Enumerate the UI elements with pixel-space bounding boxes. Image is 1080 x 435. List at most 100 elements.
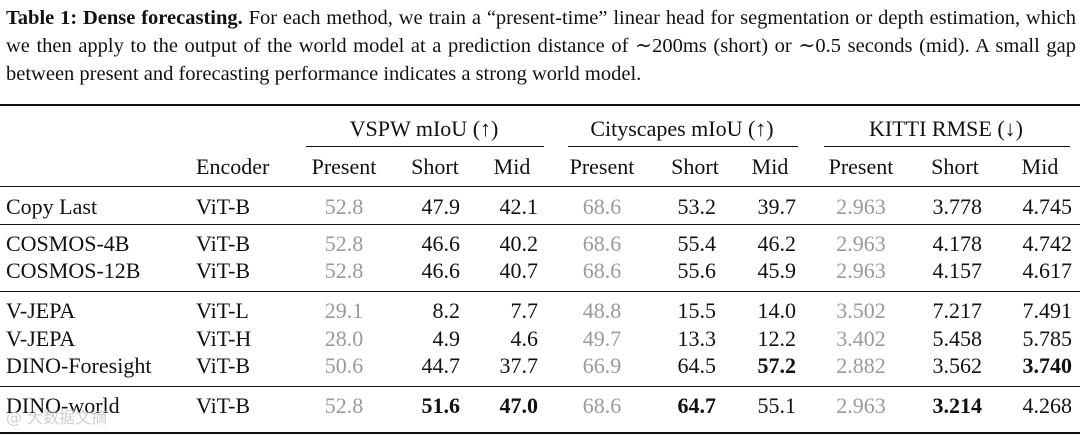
table-cell: 44.7 (421, 353, 461, 378)
table-cell: 7.217 (932, 298, 983, 323)
table-cell: 64.5 (677, 353, 717, 378)
group-rule-3 (0, 386, 1080, 387)
table-cell: 4.742 (1022, 231, 1073, 256)
table-cell: 68.6 (582, 393, 622, 418)
group-header: VSPW mIoU (↑) (349, 116, 499, 141)
column-header: Mid (493, 154, 531, 179)
table-cell: 5.458 (932, 326, 983, 351)
table-cell: 45.9 (757, 258, 797, 283)
table-cell: 52.8 (324, 194, 364, 219)
method-name: DINO-Foresight (6, 353, 152, 378)
watermark: @ 大数据文摘 (6, 408, 108, 427)
table-cell: 4.157 (932, 258, 983, 283)
table-cell: 7.7 (510, 298, 539, 323)
table-cell: 3.402 (836, 326, 886, 351)
table-cell: 15.5 (677, 298, 717, 323)
table-cell: 52.8 (324, 258, 364, 283)
encoder-name: ViT-B (196, 258, 251, 283)
encoder-name: ViT-B (196, 353, 251, 378)
table-cell: 2.963 (836, 194, 886, 219)
column-header: Mid (751, 154, 789, 179)
table-cell: 50.6 (324, 353, 364, 378)
encoder-name: ViT-L (196, 298, 249, 323)
table-cell: 2.963 (836, 393, 886, 418)
table-cell: 8.2 (432, 298, 461, 323)
encoder-name: ViT-B (196, 231, 251, 256)
column-header: Short (931, 154, 979, 179)
table-cell: 5.785 (1022, 326, 1073, 351)
table-cell: 4.745 (1022, 194, 1073, 219)
method-name: Copy Last (6, 194, 98, 219)
encoder-name: ViT-H (196, 326, 252, 351)
table-cell: 3.778 (932, 194, 983, 219)
table-cell: 64.7 (677, 393, 717, 418)
column-header: Short (671, 154, 719, 179)
method-name: DINO-world (6, 393, 120, 418)
table-cell: 51.6 (421, 393, 461, 418)
table-cell: 37.7 (499, 353, 539, 378)
table-cell: 46.6 (421, 258, 461, 283)
column-header: Present (569, 154, 635, 179)
table-cell: 12.2 (757, 326, 797, 351)
group-cmidrule (568, 146, 798, 147)
table-cell: 55.6 (677, 258, 717, 283)
group-cmidrule (824, 146, 1070, 147)
table-cell: 49.7 (582, 326, 622, 351)
table-caption: Table 1: Dense forecasting. For each met… (6, 4, 1076, 88)
caption-label: Table 1: Dense forecasting. (6, 7, 243, 29)
caption-text: For each method, we train a “present-tim… (6, 7, 1077, 85)
table-cell: 4.617 (1022, 258, 1073, 283)
table-cell: 3.740 (1022, 353, 1073, 378)
header-rule (0, 186, 1080, 187)
table-cell: 47.9 (421, 194, 461, 219)
group-cmidrule (306, 146, 544, 147)
table-cell: 2.963 (836, 258, 886, 283)
table-cell: 66.9 (582, 353, 622, 378)
table-cell: 3.502 (836, 298, 886, 323)
group-header: KITTI RMSE (↓) (869, 116, 1023, 141)
table-cell: 48.8 (582, 298, 622, 323)
column-header: Mid (1021, 154, 1059, 179)
table-cell: 29.1 (324, 298, 364, 323)
table-cell: 46.6 (421, 231, 461, 256)
encoder-name: ViT-B (196, 194, 251, 219)
table-cell: 13.3 (677, 326, 717, 351)
table-cell: 40.7 (499, 258, 539, 283)
table-cell: 2.963 (836, 231, 886, 256)
table-cell: 52.8 (324, 231, 364, 256)
table-cell: 40.2 (499, 231, 539, 256)
column-header: Short (411, 154, 459, 179)
table-cell: 7.491 (1022, 298, 1073, 323)
table-cell: 4.178 (932, 231, 983, 256)
group-header: Cityscapes mIoU (↑) (590, 116, 774, 141)
table-cell: 2.882 (836, 353, 886, 378)
table-cell: 3.562 (932, 353, 983, 378)
method-name: V-JEPA (6, 298, 76, 323)
table-cell: 4.9 (432, 326, 461, 351)
encoder-name: ViT-B (196, 393, 251, 418)
group-rule-1 (0, 224, 1080, 225)
encoder-header: Encoder (196, 154, 270, 179)
table-cell: 68.6 (582, 258, 622, 283)
table-cell: 68.6 (582, 231, 622, 256)
table-cell: 39.7 (757, 194, 797, 219)
table-cell: 68.6 (582, 194, 622, 219)
table-cell: 57.2 (757, 353, 797, 378)
method-name: COSMOS-4B (6, 231, 130, 256)
top-rule (0, 104, 1080, 106)
table-cell: 4.6 (510, 326, 539, 351)
table-cell: 52.8 (324, 393, 364, 418)
table-cell: 55.4 (677, 231, 717, 256)
table-cell: 42.1 (499, 194, 539, 219)
group-rule-2 (0, 291, 1080, 292)
column-header: Present (828, 154, 894, 179)
table-cell: 28.0 (324, 326, 364, 351)
table-cell: 46.2 (757, 231, 797, 256)
table-cell: 4.268 (1022, 393, 1073, 418)
table-cell: 3.214 (932, 393, 983, 418)
method-name: COSMOS-12B (6, 258, 141, 283)
method-name: V-JEPA (6, 326, 76, 351)
table-cell: 14.0 (757, 298, 797, 323)
table-cell: 55.1 (757, 393, 797, 418)
table-cell: 47.0 (499, 393, 539, 418)
